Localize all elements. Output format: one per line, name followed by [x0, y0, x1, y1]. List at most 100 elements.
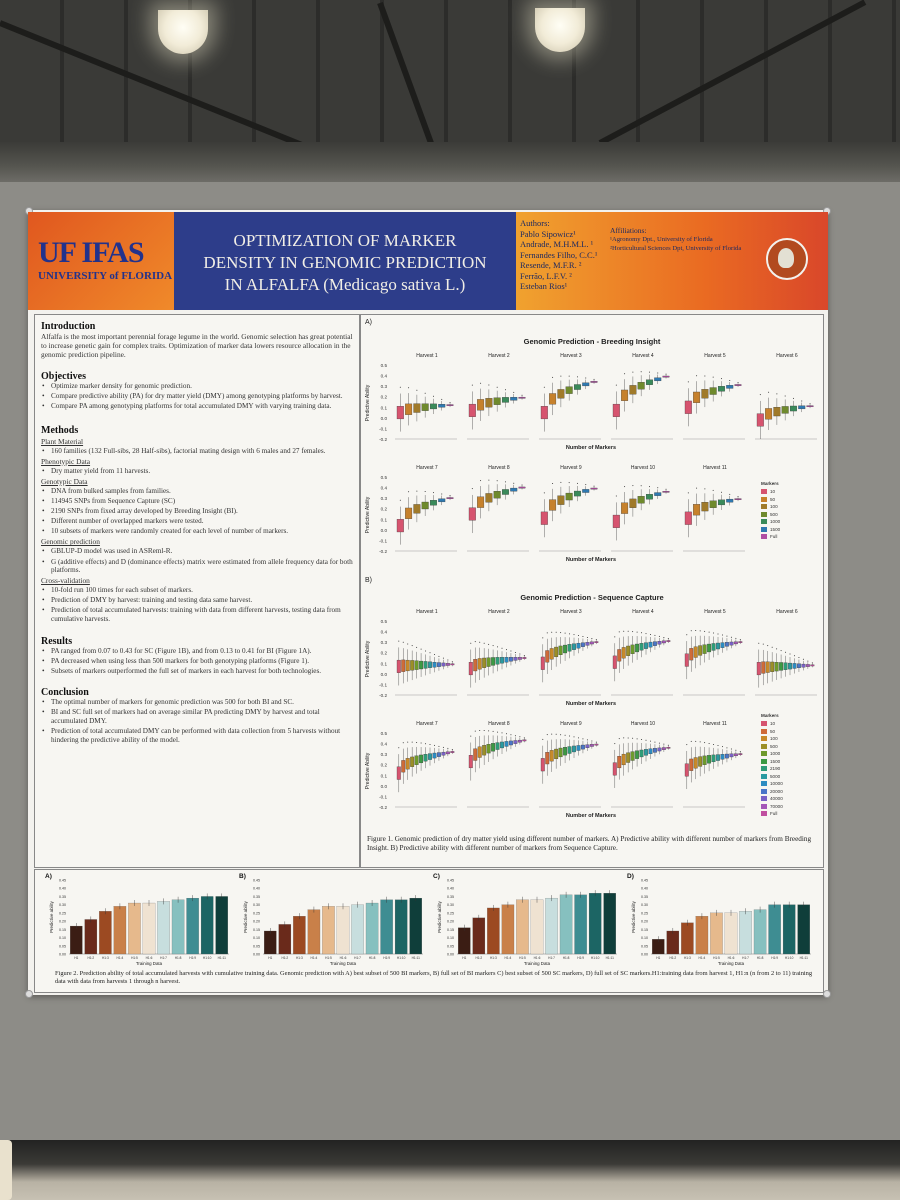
box — [806, 405, 814, 408]
affiliations: Affiliations: ¹Agronomy Dpt., University… — [610, 226, 741, 253]
affiliation: ¹Agronomy Dpt., University of Florida — [610, 236, 713, 243]
box — [441, 751, 446, 756]
x-tick-label: H1:8 — [369, 956, 376, 960]
poster: UF IFAS UNIVERSITY of FLORIDA OPTIMIZATI… — [25, 207, 831, 998]
outlier-point — [665, 373, 667, 375]
legend-label: 500 — [770, 511, 778, 517]
outlier-point — [704, 630, 706, 632]
outlier-point — [667, 744, 669, 746]
outlier-point — [577, 635, 579, 637]
y-axis: 0.5 0.4 0.3 0.2 0.1 0.0 -0.1 -0.2 Predictive Abi… — [365, 619, 387, 698]
outlier-point — [519, 653, 521, 655]
box — [413, 504, 421, 514]
outlier-point — [433, 654, 435, 656]
box — [468, 403, 476, 417]
box — [657, 641, 662, 645]
harvest-label: Harvest 2 — [488, 353, 510, 359]
legend-label: 1500 — [770, 526, 781, 532]
outlier-point — [632, 631, 634, 633]
outlier-point — [505, 733, 507, 735]
legend-swatch — [761, 736, 767, 742]
figure-1a-title: Genomic Prediction - Breeding Insight — [523, 337, 661, 346]
outlier-point — [667, 638, 669, 640]
outlier-point — [474, 730, 476, 732]
legend-label: 50 — [770, 496, 776, 502]
outlier-point — [686, 744, 688, 746]
box — [805, 664, 810, 667]
box — [477, 658, 482, 670]
outlier-point — [645, 633, 647, 635]
box — [482, 657, 487, 668]
box — [654, 492, 662, 496]
box — [396, 659, 401, 673]
box — [711, 643, 716, 651]
outlier-point — [636, 738, 638, 740]
bar — [215, 896, 228, 955]
objectives-heading: Objectives — [41, 371, 86, 382]
outlier-point — [496, 480, 498, 482]
outlier-point — [546, 734, 548, 736]
y-tick-label: 0.2 — [381, 763, 388, 768]
box — [662, 375, 670, 378]
y-tick-label: 0.35 — [447, 895, 454, 899]
outlier-point — [496, 386, 498, 388]
x-tick-label: H1 — [268, 956, 272, 960]
legend-entry: 1500 — [761, 526, 780, 534]
outlier-point — [433, 744, 435, 746]
outlier-point — [687, 492, 689, 494]
y-tick-label: 0.5 — [381, 475, 388, 480]
bar — [782, 904, 796, 955]
outlier-point — [573, 736, 575, 738]
outlier-point — [560, 632, 562, 634]
box — [405, 758, 410, 770]
outlier-point — [591, 638, 593, 640]
outlier-point — [551, 631, 553, 633]
y-tick-label: 0.10 — [59, 936, 66, 940]
outlier-point — [627, 737, 629, 739]
x-tick-label: H1:10 — [591, 956, 600, 960]
box — [419, 660, 424, 670]
y-tick-label: 0.00 — [447, 953, 454, 957]
poster-header: UF IFAS UNIVERSITY of FLORIDA OPTIMIZATI… — [28, 212, 828, 310]
legend-entry: 1000 — [761, 750, 783, 758]
box — [518, 486, 526, 489]
box — [485, 493, 493, 503]
bar — [739, 911, 752, 955]
y-tick-label: 0.25 — [641, 911, 648, 915]
box — [661, 747, 666, 750]
box — [626, 645, 631, 656]
outlier-point — [480, 382, 482, 384]
box — [621, 502, 629, 514]
legend-swatch — [761, 796, 767, 802]
box — [473, 659, 478, 672]
box — [396, 519, 404, 533]
panel-label-a: A) — [365, 319, 372, 326]
box — [500, 657, 504, 664]
y-tick-label: 0.3 — [381, 384, 388, 389]
y-tick-label: 0.3 — [381, 752, 388, 757]
outlier-point — [615, 495, 617, 497]
outlier-point — [771, 646, 773, 648]
legend-label: 50 — [770, 728, 776, 734]
box — [477, 496, 485, 508]
phenotypic-label: Phenotypic Data — [41, 456, 91, 466]
bar — [724, 912, 738, 955]
harvest-label: Harvest 4 — [632, 353, 654, 359]
bar — [530, 899, 544, 955]
outlier-point — [759, 394, 761, 396]
results-heading: Results — [41, 635, 73, 647]
outlier-point — [704, 742, 706, 744]
outlier-point — [519, 736, 521, 738]
outlier-point — [568, 375, 570, 377]
x-tick-label: H1:2 — [669, 956, 676, 960]
outlier-point — [686, 634, 688, 636]
outlier-point — [735, 749, 737, 751]
outlier-point — [792, 397, 794, 399]
x-tick-label: H1:5 — [325, 956, 332, 960]
outlier-point — [424, 491, 426, 493]
y-tick-label: 0.2 — [381, 395, 388, 400]
box — [419, 754, 424, 764]
bar — [157, 901, 170, 955]
bar — [70, 925, 83, 955]
methods-heading: Methods — [41, 424, 79, 436]
